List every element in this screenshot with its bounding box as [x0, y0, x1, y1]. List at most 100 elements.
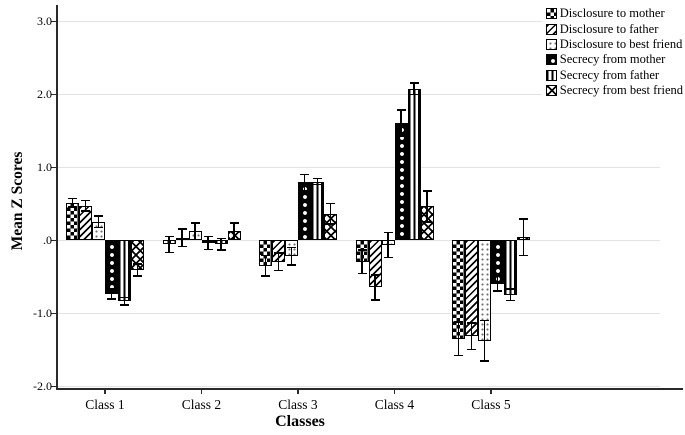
- y-tick-label: -1.0: [33, 306, 52, 320]
- error-bar-cap: [68, 206, 77, 208]
- gridline: [57, 167, 660, 168]
- error-bar-cap: [313, 177, 322, 180]
- white-squares-on-black-swatch-icon: [545, 54, 557, 66]
- gridline: [57, 94, 660, 95]
- legend-label: Disclosure to mother: [559, 6, 665, 21]
- error-bar-cap: [287, 264, 296, 266]
- error-bar-cap: [216, 249, 226, 251]
- error-bar-cap: [480, 319, 489, 322]
- error-bar-cap: [216, 237, 226, 240]
- y-tick-label: 2.0: [37, 87, 52, 101]
- error-bar: [303, 174, 306, 191]
- legend-entry: Disclosure to mother: [545, 6, 683, 21]
- bar-checkerboard-class-1: [66, 202, 79, 240]
- x-tick-label-4: Class 4: [374, 397, 415, 412]
- y-tick-mark: [51, 166, 56, 168]
- error-bar: [387, 232, 389, 258]
- legend-label: Disclosure to best friend: [559, 36, 683, 51]
- error-bar-cap: [383, 231, 393, 234]
- error-bar: [329, 203, 332, 224]
- error-bar-cap: [409, 82, 419, 84]
- error-bar-cap: [396, 135, 406, 138]
- legend-label: Disclosure to father: [559, 21, 659, 36]
- error-bar-cap: [300, 189, 309, 192]
- error-bar-cap: [313, 183, 322, 186]
- error-bar: [290, 247, 293, 265]
- bar-white-squares-on-black-class-4: [394, 123, 408, 240]
- x-axis-line: [56, 388, 683, 390]
- y-tick-label: 1.0: [37, 160, 52, 174]
- legend-entry: Secrecy from best friend: [545, 83, 683, 98]
- y-tick-mark: [51, 312, 56, 314]
- x-tick-mark: [104, 389, 106, 394]
- error-bar-cap: [261, 254, 270, 257]
- error-bar: [97, 215, 100, 228]
- error-bar-cap: [68, 197, 77, 200]
- error-bar-cap: [493, 275, 502, 278]
- error-bar-cap: [177, 228, 187, 230]
- bar-vertical-stripes-class-1: [118, 240, 131, 302]
- bar-white-squares-on-black-class-3: [298, 182, 311, 240]
- error-bar-cap: [164, 235, 174, 238]
- x-tick-mark: [297, 389, 299, 394]
- error-bar: [509, 288, 512, 301]
- error-bar-cap: [261, 275, 270, 277]
- error-bar-cap: [422, 221, 432, 223]
- error-bar: [470, 323, 473, 350]
- error-bar-cap: [357, 272, 367, 275]
- error-bar-cap: [133, 263, 142, 265]
- x-tick-mark: [490, 389, 492, 394]
- error-bar-cap: [493, 290, 502, 292]
- error-bar: [400, 110, 402, 137]
- error-bar: [426, 191, 428, 222]
- y-tick-label: 3.0: [37, 14, 52, 28]
- error-bar-cap: [120, 296, 129, 299]
- y-axis-line: [56, 5, 58, 389]
- error-bar-cap: [519, 254, 528, 257]
- error-bar-cap: [190, 238, 200, 241]
- error-bar-cap: [203, 235, 213, 238]
- legend-entry: Secrecy from mother: [545, 52, 683, 67]
- error-bar-cap: [480, 360, 489, 362]
- error-bar-cap: [229, 222, 239, 224]
- error-bar: [374, 275, 376, 300]
- vertical-stripes-swatch-icon: [545, 69, 557, 81]
- error-bar: [233, 223, 235, 240]
- y-tick-label: .0: [43, 233, 52, 247]
- x-tick-mark: [393, 389, 396, 394]
- error-bar: [316, 178, 319, 185]
- error-bar: [483, 320, 486, 362]
- error-bar-cap: [190, 222, 200, 224]
- error-bar: [168, 236, 170, 253]
- gridline: [57, 386, 660, 387]
- error-bar: [207, 236, 209, 250]
- error-bar-cap: [383, 256, 393, 259]
- y-tick-mark: [51, 239, 56, 241]
- error-bar-cap: [133, 275, 142, 277]
- error-bar-cap: [370, 274, 380, 276]
- error-bar-cap: [94, 226, 103, 229]
- bar-vertical-stripes-class-4: [407, 88, 421, 240]
- bar-dots-class-5: [478, 240, 491, 341]
- gridline: [57, 313, 660, 314]
- dots-swatch-icon: [545, 38, 557, 50]
- x-tick-mark: [200, 389, 203, 394]
- legend-label: Secrecy from mother: [559, 52, 666, 67]
- error-bar: [522, 218, 525, 256]
- error-bar-cap: [409, 93, 419, 96]
- diagonal-stripes-swatch-icon: [545, 23, 557, 35]
- error-bar-cap: [519, 218, 528, 220]
- y-tick-label: -2.0: [33, 379, 52, 393]
- error-bar: [264, 255, 267, 276]
- legend-entry: Disclosure to best friend: [545, 36, 683, 52]
- y-tick-mark: [51, 93, 56, 95]
- bar-diagonal-stripes-class-1: [79, 205, 92, 240]
- bar-white-squares-on-black-class-1: [105, 240, 118, 295]
- error-bar-cap: [274, 269, 283, 272]
- error-bar-cap: [422, 190, 432, 192]
- error-bar-cap: [287, 246, 296, 249]
- error-bar-cap: [396, 109, 406, 111]
- error-bar: [136, 264, 139, 276]
- legend-label: Secrecy from best friend: [559, 83, 683, 98]
